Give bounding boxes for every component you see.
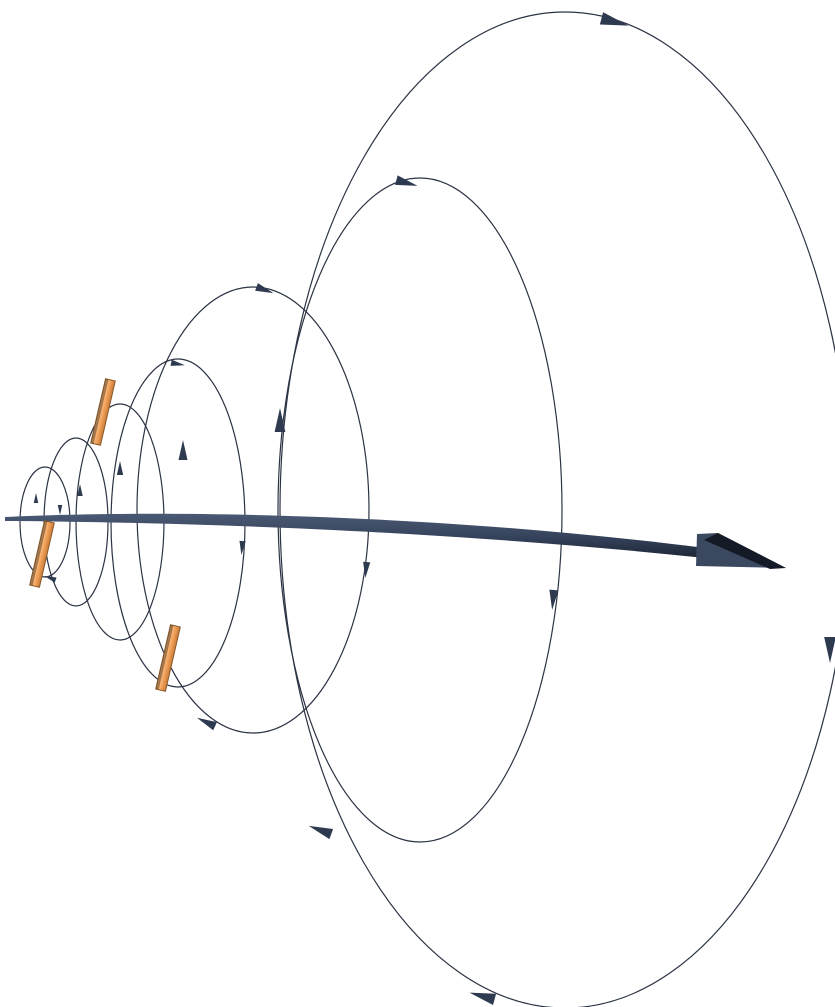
loop-arrowhead (824, 637, 835, 663)
bar-lower (155, 624, 181, 692)
current-direction-arrow (5, 513, 786, 569)
bar-left (29, 520, 55, 588)
loop-arrowhead (255, 283, 274, 294)
field-loops (19, 11, 835, 1007)
loop-arrowhead (469, 992, 497, 1006)
loop-arrowhead (363, 561, 371, 578)
field-loop-7 (279, 11, 835, 1007)
loop-arrowhead (57, 505, 63, 515)
field-loop-6 (277, 177, 563, 843)
loop-arrowhead (116, 461, 124, 475)
loop-arrowhead (170, 359, 185, 366)
loop-arrowhead (274, 408, 286, 432)
loop-arrowhead (196, 717, 217, 731)
loop-arrowhead (77, 484, 83, 496)
bars (29, 378, 181, 692)
loop-arrowhead (178, 440, 188, 460)
bar-upper (90, 378, 116, 446)
loop-arrowhead (395, 175, 418, 186)
field-loop-5 (136, 286, 370, 734)
loop-arrowhead (549, 589, 559, 610)
main-arrow-shaft (5, 513, 705, 558)
field-loop-1 (19, 466, 71, 578)
loop-arrowhead (44, 575, 57, 583)
main-arrow-head-shadow (704, 533, 786, 569)
loop-arrowhead (599, 12, 629, 26)
loop-arrowhead (308, 825, 334, 840)
loop-arrowhead (239, 540, 246, 555)
loop-arrowheads (33, 12, 835, 1006)
loop-arrowhead (33, 493, 39, 503)
